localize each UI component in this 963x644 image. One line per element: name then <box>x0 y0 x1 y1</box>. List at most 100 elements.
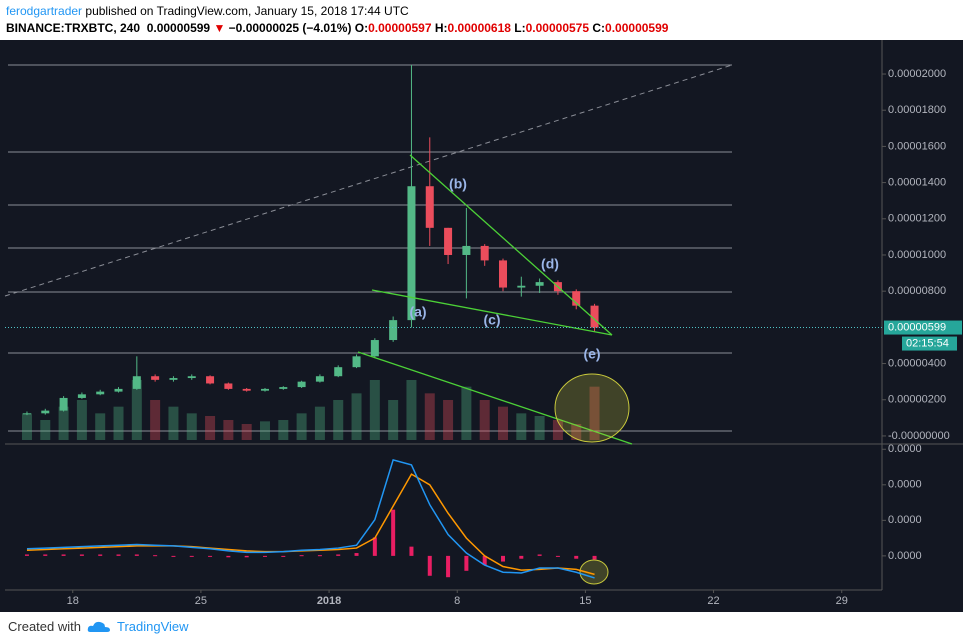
candle-body <box>444 227 453 255</box>
volume-bar <box>241 424 252 440</box>
candle-body <box>407 186 416 321</box>
ohlc-l: L: <box>514 21 526 35</box>
dashed-trendline <box>4 64 733 297</box>
macd-histogram-bar <box>482 555 487 566</box>
published: published on TradingView.com, January 15… <box>85 4 409 18</box>
candle-body <box>389 320 398 341</box>
volume-bar <box>443 400 454 440</box>
candle-body <box>480 245 489 261</box>
candle-body <box>297 381 306 388</box>
macd-histogram-bar <box>244 555 249 558</box>
macd-histogram-bar <box>391 509 396 556</box>
author[interactable]: ferodgartrader <box>6 4 83 18</box>
candle-body <box>517 285 526 288</box>
volume-bar <box>131 380 142 440</box>
volume-bar <box>589 386 600 440</box>
macd-histogram-bar <box>98 554 103 556</box>
logo <box>87 621 110 632</box>
y-tick-label: 0.00001800 <box>888 104 946 116</box>
candle-body <box>352 356 361 368</box>
macd-histogram-bar <box>281 555 286 557</box>
candle-body <box>334 367 343 377</box>
ohlc-o-value: 0.00000597 <box>368 21 432 35</box>
price-label-box <box>884 320 962 335</box>
ohlc-o: O: <box>354 21 369 35</box>
candle-body <box>77 394 86 398</box>
volume-bar <box>21 413 32 440</box>
volume-bar <box>406 380 417 440</box>
brand[interactable]: TradingView <box>116 619 189 634</box>
candle-body <box>572 291 581 306</box>
x-tick-label: 2018 <box>317 595 341 607</box>
volume-bar <box>388 400 399 440</box>
ohlc-l-value: 0.00000575 <box>525 21 590 35</box>
macd-histogram-bar <box>134 554 139 556</box>
y-tick-label: 0.00000200 <box>888 394 946 406</box>
candle-body <box>279 387 288 389</box>
chart-background <box>0 40 963 612</box>
volume-bar <box>314 406 325 440</box>
macd-histogram-bar <box>336 554 341 556</box>
volume-bar <box>278 420 289 440</box>
volume-bar <box>498 406 509 440</box>
last: 0.00000599 <box>146 21 211 35</box>
volume-bar <box>461 386 472 440</box>
macd-histogram-bar <box>372 537 377 556</box>
price-label: 0.00000599 <box>888 321 946 333</box>
arrow: ▼ <box>213 21 226 35</box>
header-line-2: BINANCE:TRXBTC, 240 0.00000599 ▼ −0.0000… <box>6 20 668 37</box>
ohlc-h: H: <box>434 21 448 35</box>
candle-body <box>114 388 123 392</box>
created-with: Created with <box>8 619 81 634</box>
candle-body <box>96 391 105 395</box>
logo-cloud <box>87 621 110 632</box>
macd-histogram-bar <box>153 555 158 557</box>
change: −0.00000025 (−4.01%) <box>228 21 352 35</box>
candle-body <box>260 388 269 391</box>
y-tick-label: 0.00002000 <box>888 68 946 80</box>
countdown: 02:15:54 <box>906 337 949 349</box>
countdown-box <box>902 336 957 351</box>
candle-body <box>132 376 141 389</box>
macd-histogram-bar <box>464 555 469 571</box>
y-tick-label: 0.00001200 <box>888 213 946 225</box>
highlight-circle <box>554 373 630 443</box>
candle-body <box>425 186 434 228</box>
candle-body <box>22 413 31 415</box>
macd-macd-line <box>26 459 595 579</box>
y-tick-label: 0.00000400 <box>888 357 946 369</box>
volume-bar <box>296 413 307 440</box>
macd-histogram-bar <box>79 554 84 556</box>
x-tick-label: 8 <box>454 595 460 607</box>
volume-bar <box>259 421 270 440</box>
volume-bar <box>76 400 87 440</box>
candle-body <box>224 383 233 389</box>
macd-histogram-bar <box>208 555 213 557</box>
trendline <box>409 154 613 336</box>
candle-body <box>151 376 160 380</box>
candle-body <box>499 260 508 288</box>
y-tick-label: 0.00001000 <box>888 249 946 261</box>
candle-body <box>315 376 324 382</box>
volume-bar <box>168 406 179 440</box>
volume-bar <box>186 413 197 440</box>
highlight-circle <box>579 559 609 585</box>
volume-bar <box>58 406 69 440</box>
trendline <box>357 351 633 445</box>
volume-bar <box>516 413 527 440</box>
macd-histogram-bar <box>317 555 322 557</box>
y-tick-label: -0.00000000 <box>888 430 950 442</box>
candle-body <box>41 410 50 414</box>
candle-body <box>370 340 379 357</box>
candle-body <box>59 397 68 411</box>
volume-bar <box>571 424 582 440</box>
macd-histogram-bar <box>262 555 267 557</box>
volume-bar <box>205 416 216 440</box>
macd-histogram-bar <box>24 554 29 556</box>
x-tick-label: 18 <box>67 595 79 607</box>
candle-body <box>206 376 215 384</box>
macd-y-tick-label: 0.0000 <box>888 550 922 562</box>
volume-bar <box>424 393 435 440</box>
wave-label: (d) <box>541 256 559 272</box>
macd-y-tick-label: 0.0000 <box>888 479 922 491</box>
